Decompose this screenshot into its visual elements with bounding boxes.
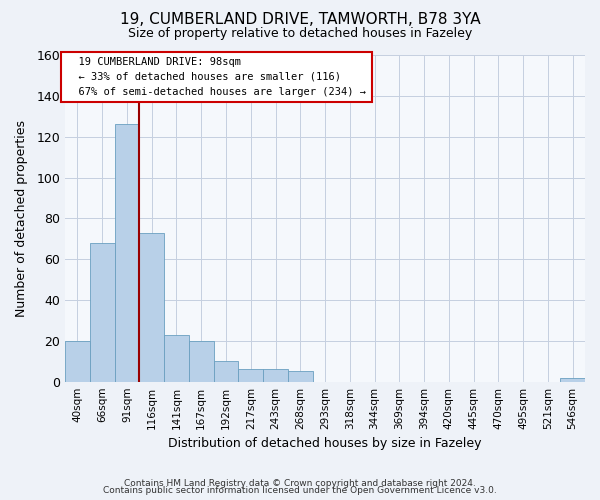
Bar — [560, 378, 585, 382]
Bar — [214, 362, 238, 382]
Text: Contains HM Land Registry data © Crown copyright and database right 2024.: Contains HM Land Registry data © Crown c… — [124, 478, 476, 488]
Bar — [164, 334, 189, 382]
Text: 19 CUMBERLAND DRIVE: 98sqm
  ← 33% of detached houses are smaller (116)
  67% of: 19 CUMBERLAND DRIVE: 98sqm ← 33% of deta… — [67, 57, 367, 96]
Y-axis label: Number of detached properties: Number of detached properties — [15, 120, 28, 317]
Bar — [65, 341, 90, 382]
Bar — [189, 341, 214, 382]
Text: Size of property relative to detached houses in Fazeley: Size of property relative to detached ho… — [128, 28, 472, 40]
Bar — [115, 124, 139, 382]
Bar — [238, 370, 263, 382]
Bar — [90, 243, 115, 382]
Bar — [263, 370, 288, 382]
X-axis label: Distribution of detached houses by size in Fazeley: Distribution of detached houses by size … — [168, 437, 482, 450]
Bar — [139, 232, 164, 382]
Text: Contains public sector information licensed under the Open Government Licence v3: Contains public sector information licen… — [103, 486, 497, 495]
Bar — [288, 372, 313, 382]
Text: 19, CUMBERLAND DRIVE, TAMWORTH, B78 3YA: 19, CUMBERLAND DRIVE, TAMWORTH, B78 3YA — [119, 12, 481, 28]
